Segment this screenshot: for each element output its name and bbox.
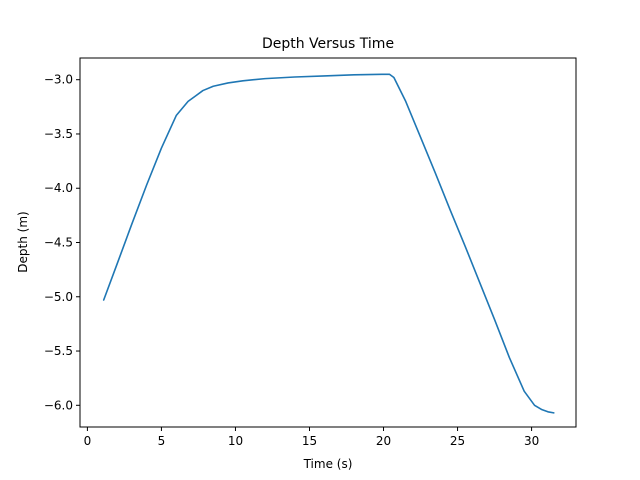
y-tick-label: −4.5 [44,236,73,250]
x-tick-label: 0 [84,434,92,448]
x-tick-label: 5 [158,434,166,448]
x-tick-label: 15 [302,434,317,448]
plot-area [102,73,555,414]
y-tick-label: −4.0 [44,181,73,195]
y-tick-label: −6.0 [44,398,73,412]
x-axis-label: Time (s) [303,457,353,471]
x-tick-label: 30 [524,434,539,448]
chart-title: Depth Versus Time [262,36,394,52]
x-tick-label: 25 [450,434,465,448]
y-axis: −3.0 −3.5 −4.0 −4.5 −5.0 −5.5 −6.0 [44,73,80,412]
y-tick-label: −5.5 [44,344,73,358]
y-tick-label: −3.5 [44,127,73,141]
depth-series-line [102,73,555,414]
x-axis: 0 5 10 15 20 25 30 [84,427,539,448]
x-tick-label: 20 [376,434,391,448]
y-tick-label: −5.0 [44,290,73,304]
y-axis-label: Depth (m) [16,211,30,272]
x-tick-label: 10 [228,434,243,448]
plot-frame [79,57,577,428]
y-tick-label: −3.0 [44,73,73,87]
